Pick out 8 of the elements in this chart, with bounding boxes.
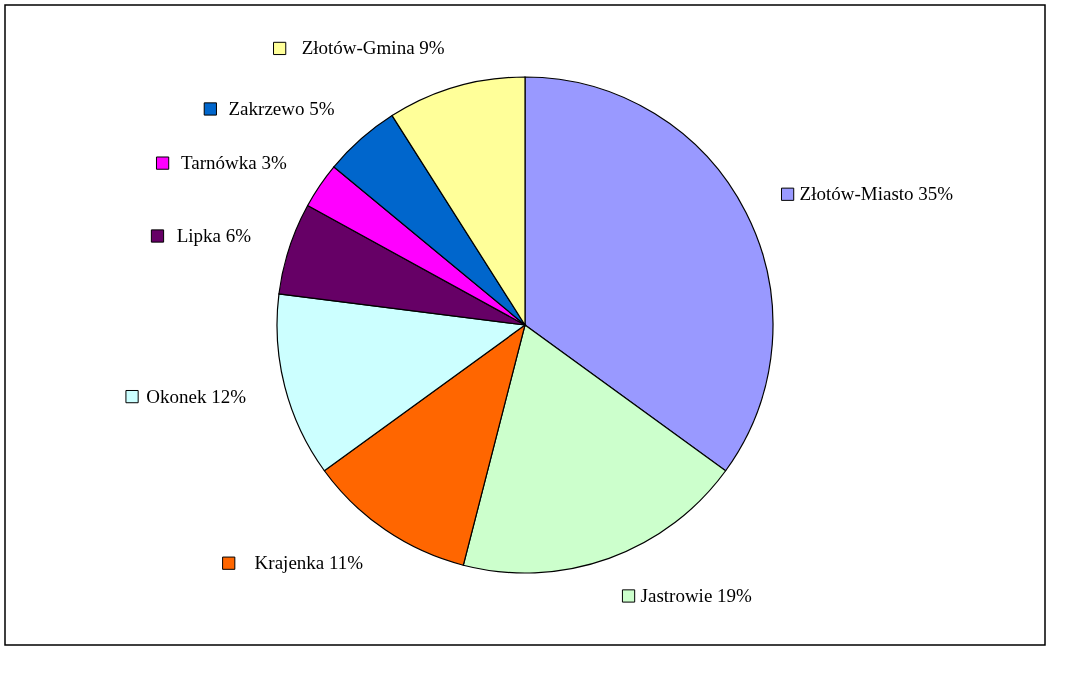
legend-label: Krajenka 11%	[254, 552, 364, 574]
legend-label: Złotów-Miasto 35%	[799, 183, 954, 205]
legend-label: Jastrowie 19%	[640, 584, 753, 606]
legend-label: Okonek 12%	[146, 385, 247, 407]
legend-label: Zakrzewo 5%	[228, 97, 335, 119]
legend-label: Złotów-Gmina 9%	[301, 37, 445, 59]
legend-label: Lipka 6%	[176, 225, 252, 246]
legend-label: Tarnówka 3%	[181, 152, 287, 174]
